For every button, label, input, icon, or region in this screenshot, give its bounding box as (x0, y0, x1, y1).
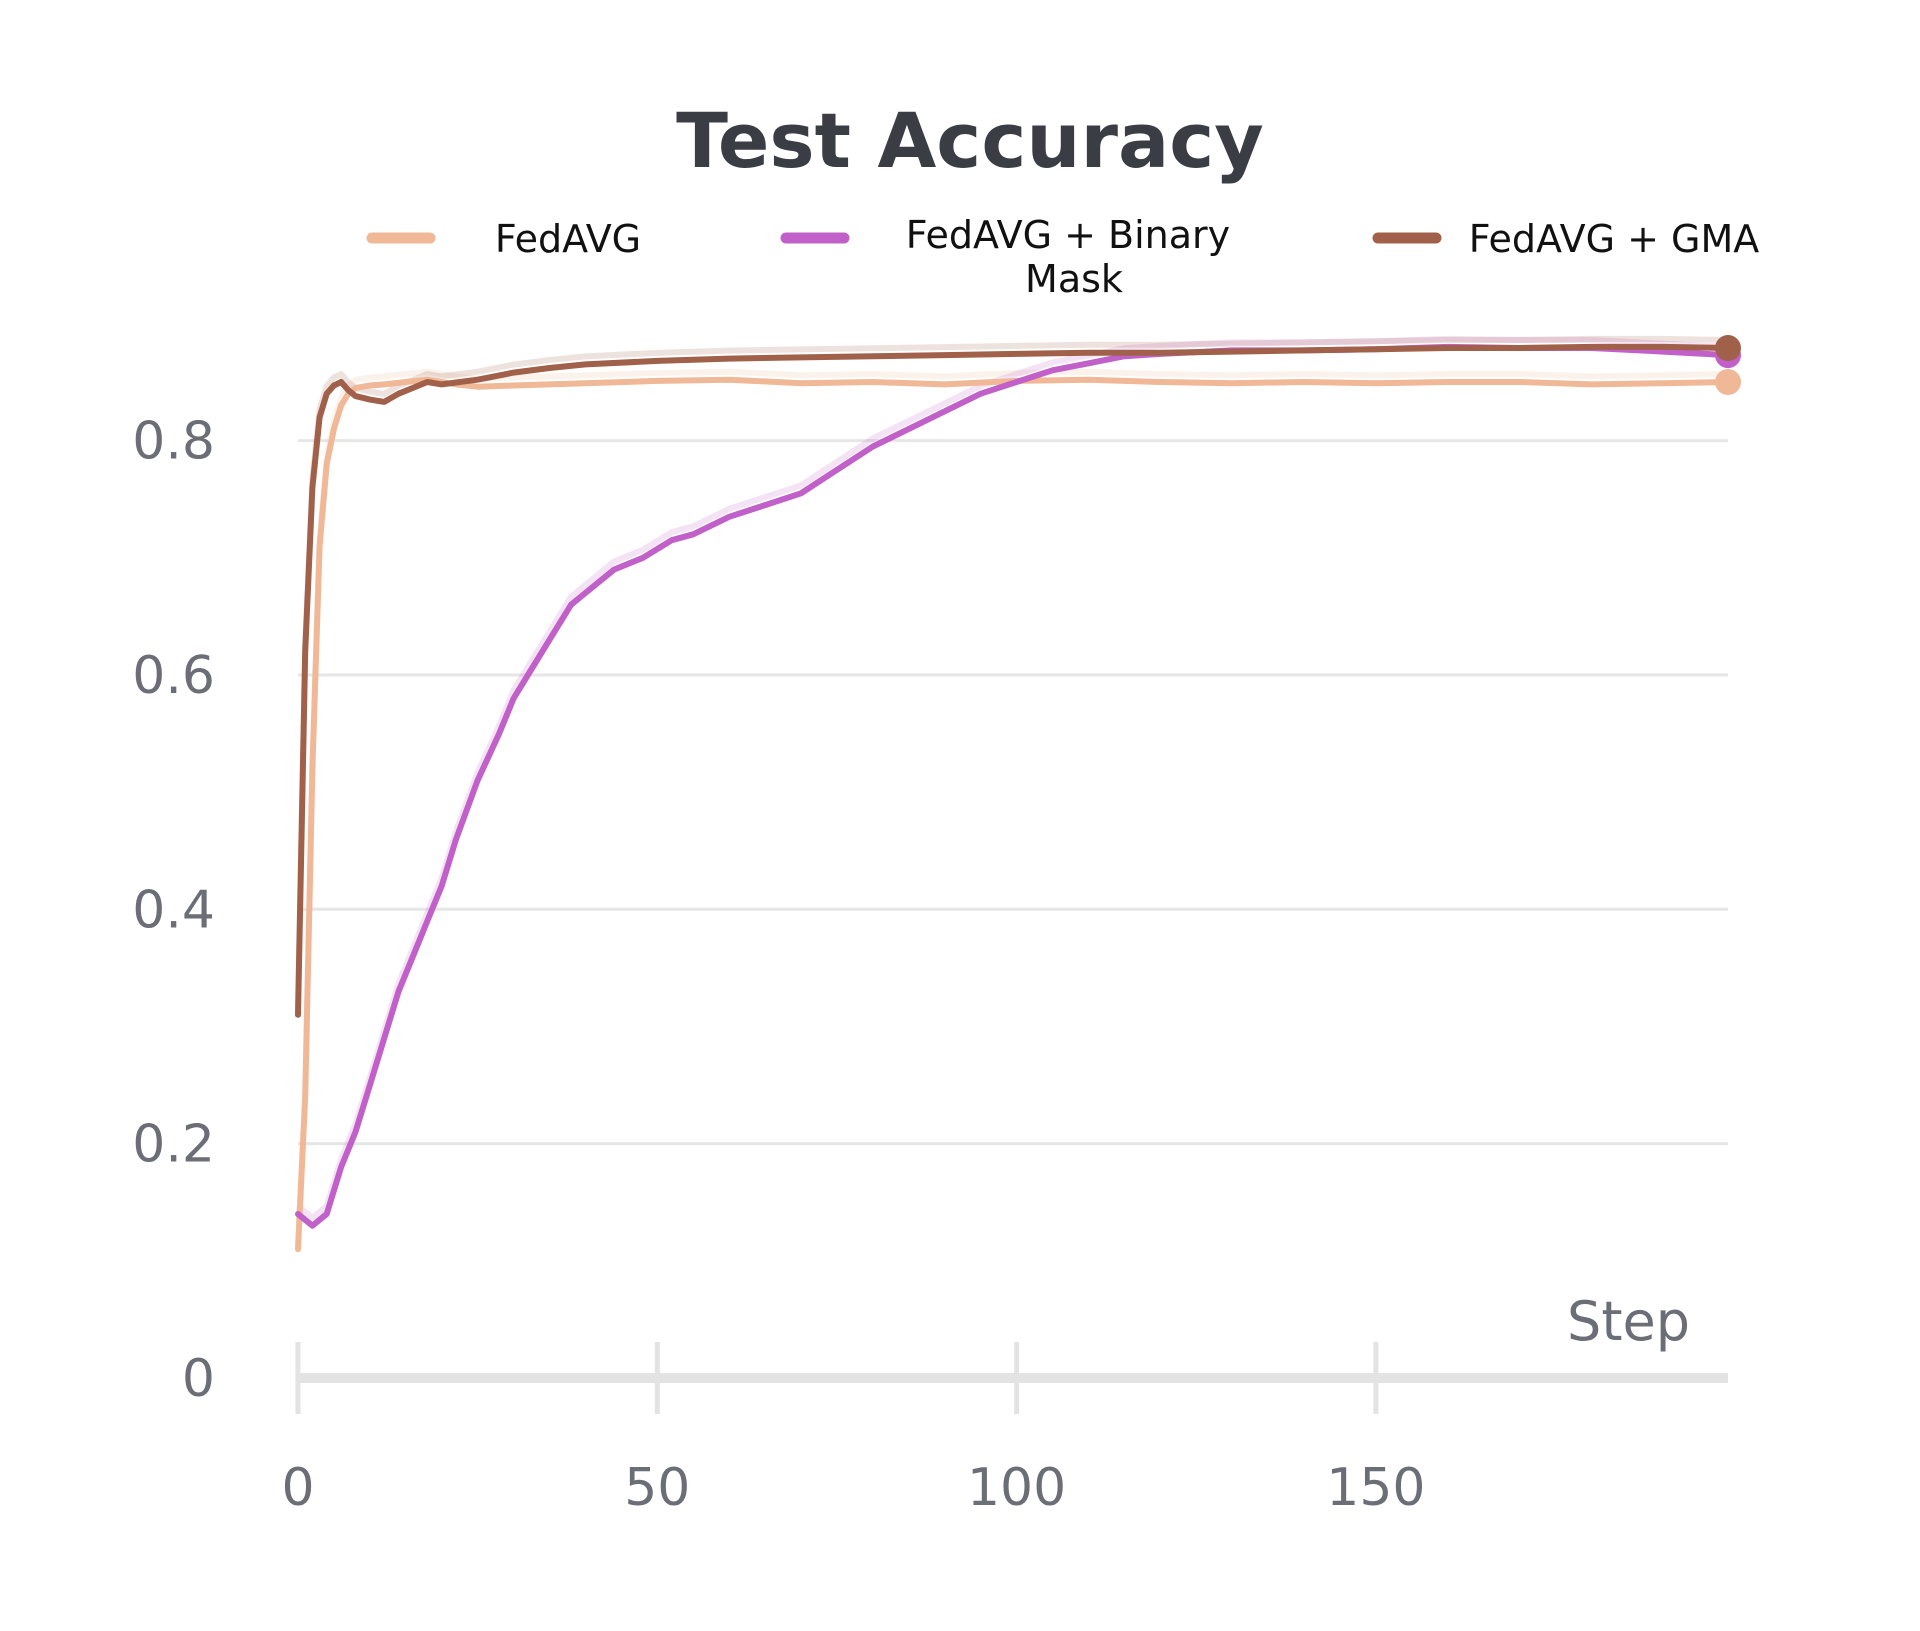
series-line-fedavg-binary-mask[interactable] (295, 343, 1731, 1229)
y-tick-label: 0.6 (132, 646, 215, 706)
x-tick-label: 50 (624, 1458, 690, 1518)
series-shadow-fedavg (295, 368, 1729, 1242)
y-axis-ticks: 0 0.2 0.4 0.6 0.8 (132, 412, 215, 1409)
x-tick-label: 0 (281, 1458, 314, 1518)
y-tick-label: 0.4 (132, 880, 215, 940)
legend-item-fedavg[interactable]: FedAVG (366, 217, 641, 261)
legend: FedAVG FedAVG + Binary Mask FedAVG + GMA (366, 213, 1760, 301)
series-shadow-fedavg-binary-mask (296, 335, 1729, 1221)
series-end-marker-fedavg[interactable] (1715, 369, 1741, 396)
legend-label-fedavg-gma: FedAVG + GMA (1469, 217, 1760, 261)
series-lines (295, 335, 1741, 1253)
series-line-fedavg[interactable] (295, 376, 1731, 1253)
y-tick-label: 0.2 (132, 1115, 215, 1175)
legend-item-fedavg-binary-mask[interactable]: FedAVG + Binary Mask (780, 213, 1243, 301)
series-line-fedavg-gma[interactable] (295, 343, 1731, 1018)
x-axis-title: Step (1567, 1290, 1690, 1353)
series-end-marker-fedavg-gma[interactable] (1715, 335, 1741, 362)
legend-item-fedavg-gma[interactable]: FedAVG + GMA (1372, 217, 1760, 261)
series-shadow-fedavg-gma (295, 335, 1729, 1007)
x-tick-label: 150 (1326, 1458, 1425, 1518)
y-tick-label: 0 (182, 1349, 215, 1409)
x-axis: 0 50 100 150 (281, 1342, 1728, 1518)
gridlines (298, 439, 1728, 1146)
legend-label-fedavg: FedAVG (495, 217, 641, 261)
y-tick-label: 0.8 (132, 412, 215, 472)
x-tick-label: 100 (967, 1458, 1066, 1518)
legend-label-fedavg-binary-mask: FedAVG + Binary Mask (906, 213, 1243, 301)
chart-title: Test Accuracy (676, 96, 1264, 185)
